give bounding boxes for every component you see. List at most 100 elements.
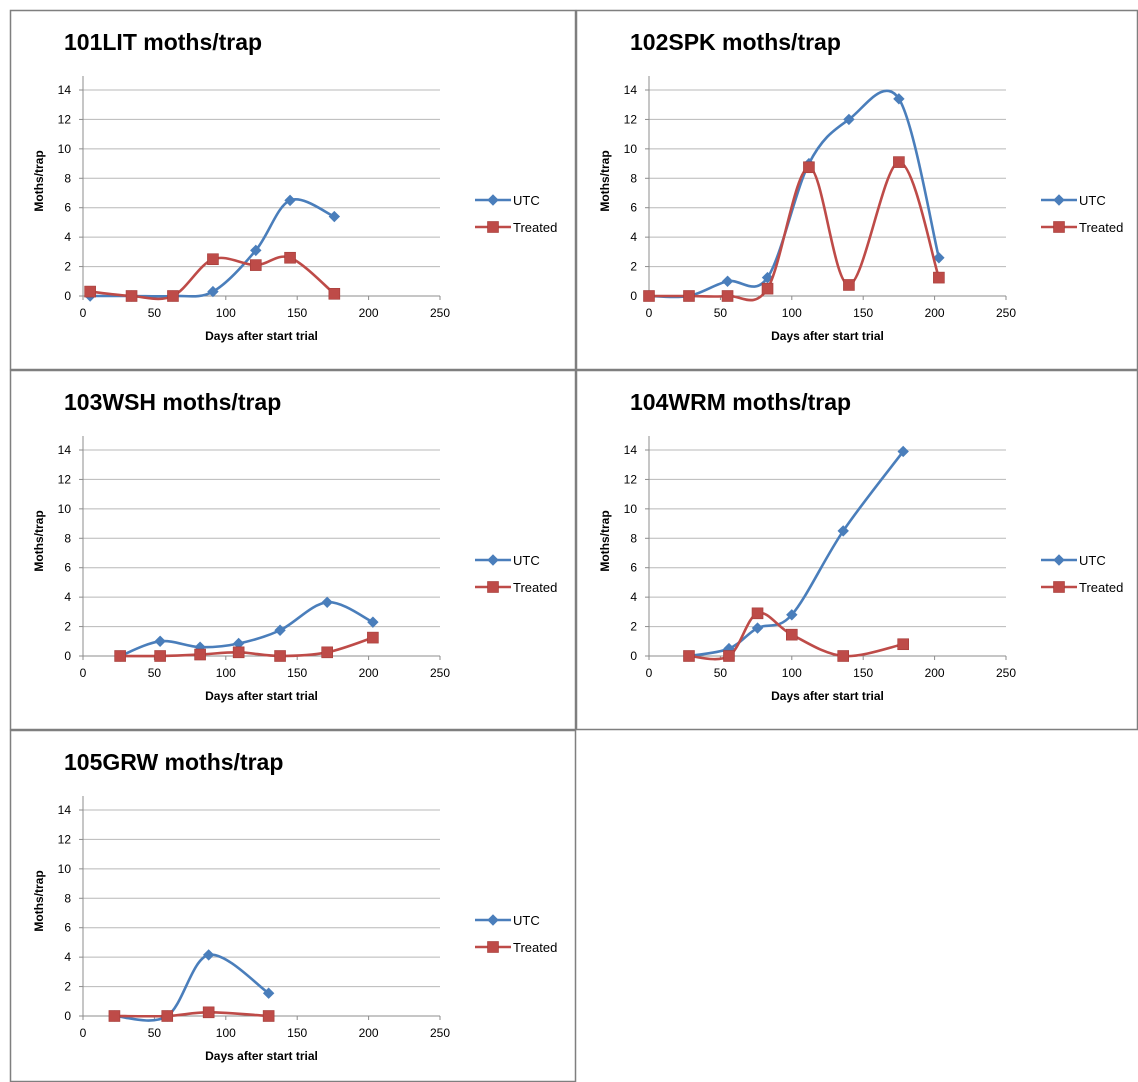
x-tick-label: 100 — [216, 1026, 236, 1040]
series-line — [648, 160, 941, 302]
y-tick-label: 8 — [64, 531, 71, 545]
x-tick-label: 150 — [287, 1026, 307, 1040]
legend-label: Treated — [513, 220, 557, 235]
y-tick-label: 10 — [58, 142, 72, 156]
data-point — [786, 628, 798, 641]
data-point — [328, 210, 341, 223]
x-tick-label: 50 — [714, 666, 728, 680]
y-tick-label: 10 — [58, 862, 72, 876]
y-tick-label: 14 — [624, 443, 638, 457]
chart-panel-2: 102SPK moths/trap 0 2 4 6 8 10 12 14 0 50 100 150 200… — [575, 9, 1138, 371]
legend-entry-utc: UTC — [475, 913, 540, 928]
legend-marker — [487, 194, 499, 206]
x-tick-label: 200 — [925, 306, 945, 320]
legend-label: UTC — [513, 553, 540, 568]
y-tick-label: 6 — [630, 561, 637, 575]
x-axis-label: Days after start trial — [205, 329, 318, 343]
x-tick-label: 100 — [216, 306, 236, 320]
y-tick-label: 2 — [64, 620, 71, 634]
series-treated — [108, 1006, 275, 1022]
x-tick-label: 200 — [359, 666, 379, 680]
data-point — [683, 650, 695, 662]
data-point — [202, 949, 215, 961]
y-tick-label: 14 — [58, 83, 72, 97]
data-point — [207, 253, 219, 266]
legend-label: UTC — [1079, 553, 1106, 568]
legend-entry-treated: Treated — [475, 940, 557, 955]
x-tick-label: 200 — [359, 1026, 379, 1040]
chart-panel-4: 104WRM moths/trap 0 2 4 6 8 10 12 14 0 50 100 150 200… — [575, 369, 1138, 731]
x-tick-label: 250 — [996, 306, 1016, 320]
data-point — [108, 1010, 121, 1022]
x-tick-label: 200 — [925, 666, 945, 680]
data-point — [761, 271, 774, 284]
y-tick-label: 12 — [58, 112, 72, 126]
x-tick-label: 0 — [646, 306, 653, 320]
series-line — [119, 600, 374, 658]
data-point — [843, 279, 855, 291]
y-tick-label: 4 — [64, 950, 71, 964]
x-tick-label: 250 — [430, 666, 450, 680]
data-point — [933, 252, 945, 264]
y-tick-label: 10 — [624, 502, 638, 516]
data-point — [893, 93, 905, 105]
x-tick-label: 250 — [430, 306, 450, 320]
data-point — [751, 607, 764, 620]
data-point — [893, 156, 905, 168]
data-point — [367, 631, 379, 644]
data-point — [683, 290, 695, 302]
legend-entry-utc: UTC — [1041, 193, 1106, 208]
x-tick-label: 0 — [646, 666, 653, 680]
y-tick-label: 0 — [630, 289, 637, 303]
data-point — [262, 1010, 275, 1022]
series-utc — [683, 445, 909, 662]
legend-marker — [487, 941, 499, 953]
y-tick-label: 2 — [64, 980, 71, 994]
chart-title: 105GRW moths/trap — [64, 749, 283, 775]
y-tick-label: 8 — [630, 531, 637, 545]
legend-entry-treated: Treated — [1041, 580, 1123, 595]
data-point — [232, 646, 245, 659]
data-point — [751, 622, 764, 634]
legend-entry-utc: UTC — [1041, 553, 1106, 568]
data-point — [154, 635, 166, 647]
y-tick-label: 14 — [624, 83, 638, 97]
y-tick-label: 4 — [630, 590, 637, 604]
x-tick-label: 0 — [80, 1026, 87, 1040]
chart-panel-5: 105GRW moths/trap 0 2 4 6 8 10 12 14 0 50 100 150 200… — [9, 729, 577, 1082]
legend-marker — [1053, 221, 1065, 233]
data-point — [249, 259, 262, 271]
y-tick-label: 0 — [64, 289, 71, 303]
y-axis-label: Moths/trap — [598, 150, 612, 211]
series-treated — [114, 631, 379, 662]
data-point — [194, 648, 206, 661]
x-tick-label: 100 — [216, 666, 236, 680]
chart-title: 104WRM moths/trap — [630, 389, 851, 415]
legend-marker — [1053, 554, 1065, 566]
x-tick-label: 50 — [148, 666, 162, 680]
chart-title: 103WSH moths/trap — [64, 389, 281, 415]
y-tick-label: 6 — [64, 561, 71, 575]
x-tick-label: 150 — [853, 666, 873, 680]
series-utc — [108, 949, 275, 1022]
line-chart: 103WSH moths/trap 0 2 4 6 8 10 12 14 0 50 100 150 200… — [9, 369, 577, 731]
x-tick-label: 200 — [359, 306, 379, 320]
line-chart: 101LIT moths/trap 0 2 4 6 8 10 12 14 0 50 100 150 200… — [9, 9, 577, 371]
y-tick-label: 14 — [58, 443, 72, 457]
data-point — [786, 609, 798, 621]
legend-entry-treated: Treated — [1041, 220, 1123, 235]
y-tick-label: 4 — [630, 230, 637, 244]
legend-marker — [1053, 194, 1065, 206]
data-point — [721, 290, 734, 302]
y-axis-label: Moths/trap — [32, 510, 46, 571]
data-point — [161, 1010, 174, 1022]
y-tick-label: 2 — [64, 260, 71, 274]
x-tick-label: 150 — [287, 306, 307, 320]
data-point — [207, 285, 219, 298]
x-tick-label: 150 — [287, 666, 307, 680]
y-tick-label: 8 — [630, 171, 637, 185]
y-tick-label: 0 — [64, 649, 71, 663]
legend-label: Treated — [1079, 220, 1123, 235]
y-tick-label: 4 — [64, 230, 71, 244]
